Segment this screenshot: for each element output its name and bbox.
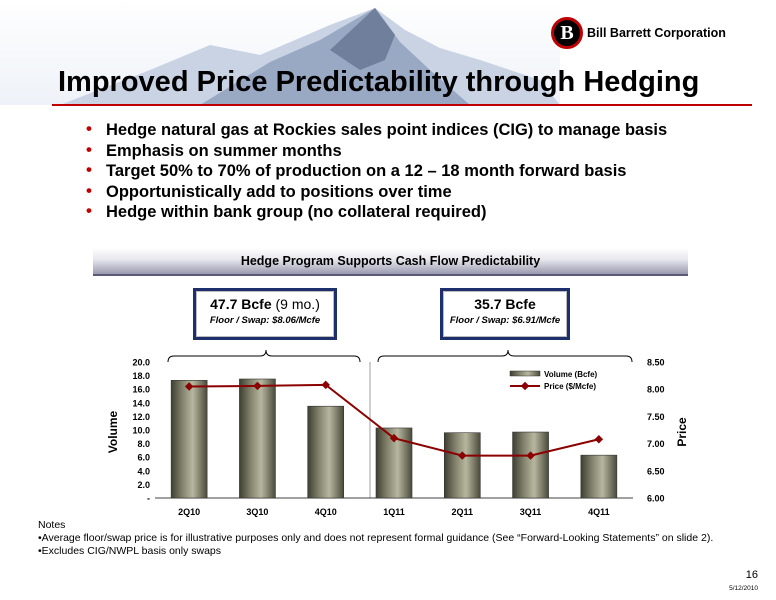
y2-tick-label: 8.00 [647, 385, 665, 395]
y-tick-label: 6.0 [137, 453, 150, 463]
brace-2010 [167, 349, 361, 363]
y-tick-label: 14.0 [132, 398, 150, 408]
y2-tick-label: 6.50 [647, 466, 665, 476]
bullet-list: • Hedge natural gas at Rockies sales poin… [86, 119, 668, 223]
volume-bar [443, 432, 481, 499]
bullet-icon: • [86, 119, 92, 138]
bullet-icon: • [86, 201, 92, 220]
x-tick-label: 1Q11 [383, 507, 405, 517]
notes-section: Notes •Average floor/swap price is for i… [38, 519, 713, 558]
volume-bar [307, 405, 345, 499]
mountain-graphic [0, 0, 560, 105]
x-tick-label: 4Q10 [315, 507, 337, 517]
company-name: Bill Barrett Corporation [587, 26, 726, 40]
bullet-item: • Emphasis on summer months [86, 139, 342, 160]
note-item: •Average floor/swap price is for illustr… [38, 532, 714, 544]
x-tick-label: 2Q10 [178, 507, 200, 517]
bullet-item: • Hedge natural gas at Rockies sales poin… [86, 119, 668, 139]
volume-bar [170, 380, 208, 499]
y-tick-label: 8.0 [137, 439, 150, 449]
y2-tick-label: 6.00 [647, 494, 665, 504]
y2-tick-label: 7.50 [647, 412, 665, 422]
price-point [594, 435, 604, 444]
title-divider [52, 104, 752, 106]
y-tick-label: - [147, 494, 150, 504]
y-tick-label: 2.0 [137, 480, 150, 490]
page-number: 16 [745, 569, 758, 581]
slide-title: Improved Price Predictability through He… [58, 66, 700, 98]
y-tick-label: 16.0 [132, 385, 150, 395]
volume-bar [239, 378, 276, 499]
x-tick-label: 2Q11 [452, 507, 474, 517]
price-point [321, 380, 330, 390]
note-item: •Excludes CIG/NWPL basis only swaps [38, 545, 222, 557]
legend-volume-label: Volume (Bcfe) [544, 370, 598, 379]
y2-axis-label: Price [675, 417, 689, 447]
price-point [389, 433, 399, 443]
bullet-icon: • [86, 139, 92, 159]
y-tick-label: 12.0 [132, 412, 150, 422]
callout-volume: 35.7 Bcfe [474, 296, 536, 312]
bullet-icon: • [86, 180, 92, 200]
y-tick-label: 20.0 [132, 358, 150, 368]
callout-floor: Floor / Swap: $6.91/Mcfe [449, 315, 561, 326]
company-logo: B Bill Barrett Corporation [551, 17, 726, 49]
volume-bar [580, 454, 618, 499]
date-stamp: 5/12/2010 [729, 585, 758, 592]
x-tick-label: 4Q11 [588, 507, 610, 517]
callout-period: (9 mo.) [271, 296, 320, 312]
y-tick-label: 18.0 [132, 371, 150, 381]
x-tick-label: 3Q11 [520, 507, 542, 517]
callout-2010: 47.7 Bcfe (9 mo.) Floor / Swap: $8.06/Mc… [196, 291, 334, 337]
callout-2011: 35.7 Bcfe Floor / Swap: $6.91/Mcfe [443, 291, 567, 337]
plot-area: - 2.0 4.0 6.0 8.0 10.0 12.0 14.0 16.0 18.0 20.0 6.0… [132, 358, 664, 518]
notes-heading: Notes [38, 519, 66, 531]
y-axis-label: Volume [106, 410, 120, 453]
chart-banner: Hedge Program Supports Cash Flow Predict… [93, 248, 688, 276]
legend-price-label: Price ($/Mcfe) [544, 382, 596, 391]
legend-volume-swatch [509, 370, 541, 377]
hedge-chart: Volume Price Volume (Bcfe) Price ($/Mcfe… [106, 349, 689, 518]
bullet-item: • Hedge within bank group (no collateral … [86, 201, 487, 221]
y-tick-label: 4.0 [137, 466, 150, 476]
bullet-item: • Target 50% to 70% of production on a 12… [86, 160, 627, 180]
volume-bar [512, 431, 549, 499]
y2-tick-label: 8.50 [647, 358, 665, 368]
brace-2011 [377, 349, 633, 363]
logo-icon: B [551, 17, 583, 49]
callout-floor: Floor / Swap: $8.06/Mcfe [209, 315, 321, 326]
bullet-icon: • [86, 160, 92, 179]
x-tick-label: 3Q10 [246, 507, 268, 517]
legend-price-marker [520, 381, 530, 391]
y2-tick-label: 7.00 [647, 439, 665, 449]
callout-volume: 47.7 Bcfe [210, 296, 272, 312]
chart-legend: Volume (Bcfe) Price ($/Mcfe) [509, 370, 598, 391]
bullet-item: • Opportunistically add to positions over… [86, 180, 452, 201]
price-point [458, 451, 467, 460]
y-tick-label: 10.0 [132, 426, 150, 436]
